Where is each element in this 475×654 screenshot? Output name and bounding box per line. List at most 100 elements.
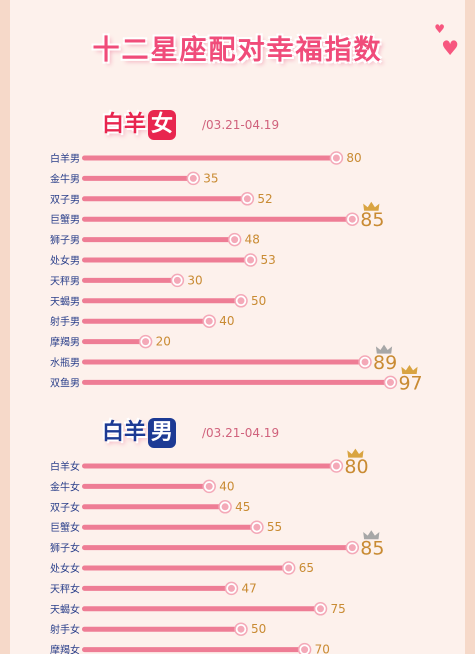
bar [82, 379, 391, 385]
date-range: /03.21-04.19 [202, 118, 280, 132]
value-label: 85 [360, 209, 384, 231]
bar-end-dot-inner [253, 523, 261, 531]
value-label: 55 [267, 520, 282, 534]
bar-end-dot-inner [332, 462, 340, 470]
bar-end-dot-inner [386, 378, 394, 386]
bar [82, 565, 289, 571]
bar-end-dot-inner [205, 317, 213, 325]
bar-end-dot-inner [173, 276, 181, 284]
bar-end-dot-inner [227, 584, 235, 592]
category-label: 金牛女 [50, 480, 80, 493]
bar-end-dot-inner [243, 195, 251, 203]
badge-highlight: 男 [148, 418, 177, 448]
bar-end-dot-inner [221, 503, 229, 511]
category-label: 天蝎男 [50, 296, 80, 308]
badge-prefix: 白羊 [102, 112, 147, 137]
category-label: 双鱼男 [50, 376, 80, 389]
value-label: 20 [156, 335, 171, 349]
crown-icon [363, 530, 380, 540]
category-label: 摩羯男 [50, 336, 80, 349]
bar [82, 196, 248, 202]
category-label: 处女男 [50, 254, 80, 267]
bar-end-dot-inner [317, 605, 324, 613]
value-label: 35 [203, 171, 218, 185]
category-label: 巨蟹女 [50, 521, 80, 534]
category-label: 处女女 [50, 562, 80, 575]
bar [82, 155, 337, 161]
value-label: 40 [219, 479, 234, 493]
category-label: 狮子男 [50, 234, 80, 247]
bar-end-dot-inner [301, 646, 309, 654]
crown-icon [375, 344, 393, 354]
category-label: 双子女 [50, 501, 80, 514]
heart-icon: ♥ [434, 22, 445, 36]
category-label: 巨蟹男 [50, 213, 80, 226]
bar [82, 585, 232, 591]
bar [82, 504, 226, 510]
value-label: 97 [398, 372, 422, 394]
bar [82, 626, 241, 632]
value-label: 75 [331, 602, 346, 616]
date-range: /03.21-04.19 [202, 426, 280, 440]
bar [82, 216, 353, 222]
bar [82, 647, 305, 653]
bar [82, 524, 257, 530]
value-label: 89 [373, 352, 397, 374]
bar [82, 483, 210, 489]
value-label: 30 [187, 273, 202, 287]
bar [82, 257, 251, 263]
section-badge: 白羊女 [96, 108, 182, 142]
category-label: 摩羯女 [50, 644, 80, 654]
heart-icon: ♥ [441, 36, 459, 60]
category-label: 射手女 [50, 623, 80, 636]
badge-highlight: 女 [148, 110, 177, 140]
category-label: 天蝎女 [50, 603, 80, 616]
bar-end-dot-inner [142, 338, 150, 346]
bar-end-dot-inner [231, 236, 239, 244]
bar-end-dot-inner [285, 564, 293, 572]
badge-prefix: 白羊 [102, 420, 147, 445]
value-label: 80 [344, 456, 368, 478]
page-title: 十二星座配对幸福指数 [92, 35, 383, 66]
infographic-page: 十二星座配对幸福指数 ♥ ♥ 白羊女 /03.21-04.19 白羊男 /03.… [10, 0, 465, 654]
bar-end-dot-inner [348, 544, 356, 552]
bar [82, 175, 194, 181]
category-label: 双子男 [50, 194, 80, 206]
value-label: 52 [257, 192, 272, 206]
bar [82, 545, 353, 551]
bar [82, 606, 321, 612]
value-label: 47 [241, 581, 256, 595]
bar-end-dot-inner [237, 625, 245, 633]
category-label: 射手男 [50, 315, 80, 328]
value-label: 65 [299, 561, 314, 575]
value-label: 50 [251, 294, 266, 308]
bar [82, 359, 366, 365]
value-label: 53 [261, 253, 276, 267]
crown-icon [347, 448, 364, 458]
bar-end-dot-inner [205, 482, 213, 490]
bar [82, 463, 337, 469]
value-label: 85 [360, 538, 384, 560]
bar-end-dot-inner [361, 358, 369, 366]
category-label: 白羊女 [50, 460, 80, 473]
category-label: 狮子女 [50, 542, 80, 555]
value-label: 45 [235, 500, 250, 514]
category-label: 白羊男 [50, 152, 80, 165]
bar-end-dot-inner [332, 154, 340, 162]
crown-icon [363, 201, 380, 211]
value-label: 40 [219, 314, 234, 328]
bar-end-dot-inner [189, 174, 197, 182]
section-badge: 白羊男 [96, 416, 182, 450]
value-label: 50 [251, 622, 266, 636]
value-label: 80 [346, 151, 361, 165]
bar-end-dot-inner [237, 297, 245, 305]
crown-icon [401, 365, 418, 374]
bar-end-dot-inner [247, 256, 255, 264]
bar-end-dot-inner [348, 215, 356, 223]
bar [82, 318, 210, 324]
value-label: 48 [245, 233, 260, 247]
bar [82, 339, 146, 345]
category-label: 水瓶男 [50, 356, 80, 369]
value-label: 70 [315, 643, 330, 654]
pairing-bar-charts: 白羊男 80 金牛男 35 双子男 52 巨蟹男 85 狮子男 48 处女男 53 天秤男 30 天蝎男 50… [50, 151, 423, 654]
